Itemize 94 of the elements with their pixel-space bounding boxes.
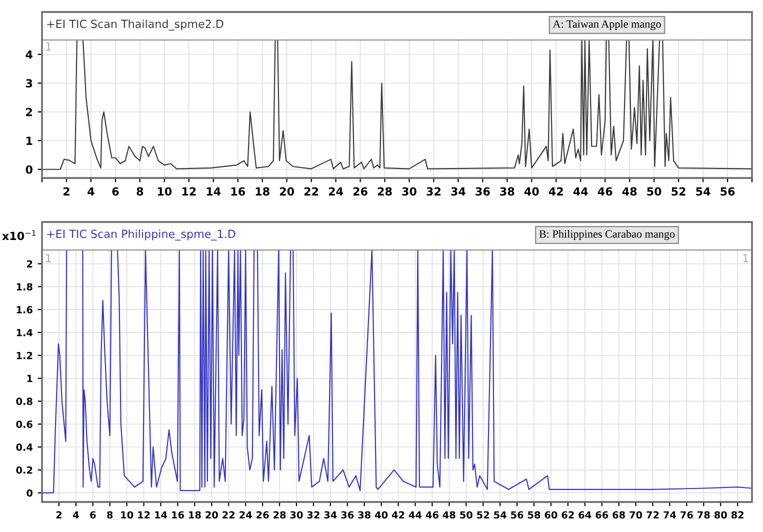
x-tick-label: 22: [222, 511, 235, 518]
x-tick-label: 14: [206, 187, 221, 196]
x-tick-label: 54: [494, 511, 506, 519]
x-tick-label: 2: [56, 511, 62, 518]
x-tick-label: 64: [578, 511, 592, 519]
x-tick-label: 74: [664, 511, 676, 518]
x-tick-label: 14: [155, 511, 168, 518]
x-tick-label: 8: [107, 511, 113, 519]
x-tick-label: 50: [460, 511, 472, 519]
x-tick-label: 40: [374, 511, 388, 519]
x-tick-label: 20: [280, 187, 294, 196]
x-tick-label: 18: [256, 187, 270, 196]
line-series: [42, 40, 752, 170]
x-tick-label: 44: [573, 187, 588, 196]
x-tick-label: 44: [408, 511, 422, 518]
x-tick-label: 6: [112, 187, 119, 196]
text: +EI TIC Scan Philippine_spme_1.D: [47, 229, 236, 241]
y-tick-label: 1.8: [16, 283, 32, 290]
x-tick-label: 4: [88, 187, 94, 196]
x-tick-label: 30: [402, 187, 416, 196]
y-tick-label: 0: [26, 165, 32, 174]
x-tick-label: 78: [698, 511, 710, 519]
x-tick-label: 36: [476, 187, 490, 196]
x-tick-label: 54: [696, 187, 710, 196]
x-tick-label: 20: [206, 511, 218, 519]
y-tick-label: 4: [26, 50, 32, 59]
x-tick-label: 38: [500, 187, 514, 196]
x-tick-label: 52: [672, 187, 686, 196]
x-tick-label: 60: [544, 511, 558, 519]
y-tick-label: 0.4: [16, 443, 33, 451]
x-tick-label: 72: [646, 511, 659, 518]
x-tick-label: 62: [562, 511, 574, 519]
y-tick-label: 2: [26, 108, 32, 116]
x-tick-label: 80: [714, 511, 727, 519]
y-tick-label: 1.2: [16, 352, 32, 360]
x-tick-label: 38: [358, 511, 371, 519]
x-tick-label: 66: [596, 511, 608, 519]
x-tick-label: 34: [451, 187, 466, 196]
x-tick-label: 46: [598, 187, 612, 196]
x-tick-label: 82: [731, 511, 744, 519]
x-tick-label: 56: [720, 187, 735, 196]
y-tick-label: 2: [26, 260, 32, 268]
y-tick-label: 0.8: [16, 398, 32, 406]
text: +EI TIC Scan Thailand_spme2.D: [47, 19, 224, 31]
x-tick-label: 28: [274, 511, 286, 519]
x-tick-label: 24: [240, 511, 252, 518]
chart-title: B: Philippines Carabao mango: [539, 230, 675, 240]
y-tick-label: 3: [26, 79, 32, 88]
y-tick-label: 0.6: [16, 420, 32, 428]
x-tick-label: 68: [612, 511, 625, 519]
x-tick-label: 18: [189, 511, 201, 519]
x-tick-label: 16: [231, 187, 245, 196]
x-tick-label: 76: [680, 511, 693, 519]
x-tick-label: 36: [341, 511, 354, 519]
x-tick-label: 32: [307, 511, 320, 519]
x-tick-label: 10: [158, 187, 172, 196]
x-tick-label: 58: [528, 511, 540, 519]
x-tick-label: 10: [121, 511, 134, 519]
x-tick-label: 34: [324, 511, 337, 519]
x-tick-label: 6: [90, 511, 96, 519]
y-tick-label: 0: [26, 489, 33, 497]
y-tick-label: 1.4: [16, 329, 33, 336]
x-tick-label: 48: [622, 187, 637, 196]
y-axis-title: x10$^{−1}$: [2, 230, 36, 240]
x-tick-label: 28: [378, 187, 392, 196]
x-tick-label: 40: [524, 187, 539, 196]
y-tick-label: 1: [26, 136, 32, 145]
x-tick-label: 30: [290, 511, 303, 519]
x-tick-label: 42: [392, 511, 404, 518]
x-tick-label: 12: [138, 511, 150, 518]
x-tick-label: 22: [304, 187, 318, 196]
x-tick-label: 52: [477, 511, 490, 519]
annotation: 1: [743, 254, 748, 262]
x-tick-label: 46: [426, 511, 438, 519]
x-tick-label: 26: [353, 187, 368, 196]
x-tick-label: 42: [548, 187, 563, 196]
chart-title: A: Taiwan Apple mango: [552, 20, 661, 30]
y-tick-label: 1.6: [16, 306, 32, 314]
y-tick-label: 1: [27, 374, 32, 382]
x-tick-label: 4: [72, 511, 79, 518]
x-tick-label: 16: [172, 511, 184, 519]
x-tick-label: 56: [511, 511, 524, 519]
x-tick-label: 2: [63, 187, 70, 196]
annotation: 1: [46, 42, 51, 51]
annotation: 1: [46, 254, 51, 262]
x-tick-label: 12: [182, 187, 196, 196]
x-tick-label: 50: [647, 187, 662, 196]
x-tick-label: 70: [630, 511, 642, 519]
x-tick-label: 48: [442, 511, 456, 519]
x-tick-label: 8: [136, 187, 144, 196]
x-tick-label: 24: [328, 187, 344, 196]
x-tick-label: 32: [426, 187, 440, 196]
x-tick-label: 26: [256, 511, 269, 519]
y-tick-label: 0.2: [16, 466, 32, 474]
